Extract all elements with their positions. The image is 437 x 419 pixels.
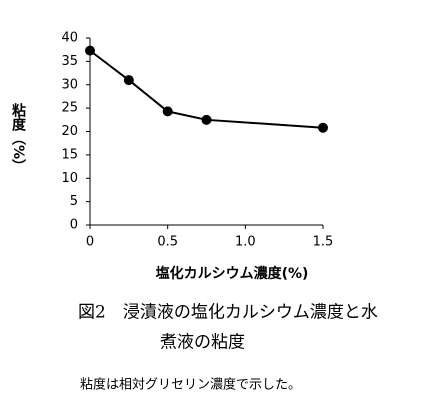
y-tick-label: 40	[61, 31, 78, 46]
y-tick-label: 15	[61, 147, 78, 162]
x-tick-label: 1.5	[313, 235, 334, 250]
y-tick-label: 35	[61, 54, 78, 69]
y-tick-label: 5	[70, 194, 78, 209]
y-tick-label: 20	[61, 124, 78, 139]
y-tick-label: 0	[70, 218, 78, 233]
y-tick-label: 25	[61, 101, 78, 116]
caption-line: 図2 浸漬液の塩化カルシウム濃度と水	[78, 303, 378, 323]
point	[123, 75, 134, 86]
x-tick-label: 0	[86, 235, 94, 250]
x-axis-label: 塩化カルシウム濃度(%)	[156, 265, 309, 282]
y-tick-label: 30	[61, 77, 78, 92]
point	[201, 114, 212, 125]
y-axis-label: 粘度（%）	[10, 102, 27, 173]
point	[162, 106, 173, 117]
point	[318, 122, 328, 133]
x-tick-label: 1.0	[235, 235, 256, 250]
note: 粘度は相対グリセリン濃度で示した。	[80, 377, 301, 393]
y-tick-label: 10	[61, 171, 78, 186]
caption-line: 煮液の粘度	[160, 333, 245, 353]
point	[85, 45, 95, 56]
x-tick-label: 0.5	[157, 235, 178, 250]
